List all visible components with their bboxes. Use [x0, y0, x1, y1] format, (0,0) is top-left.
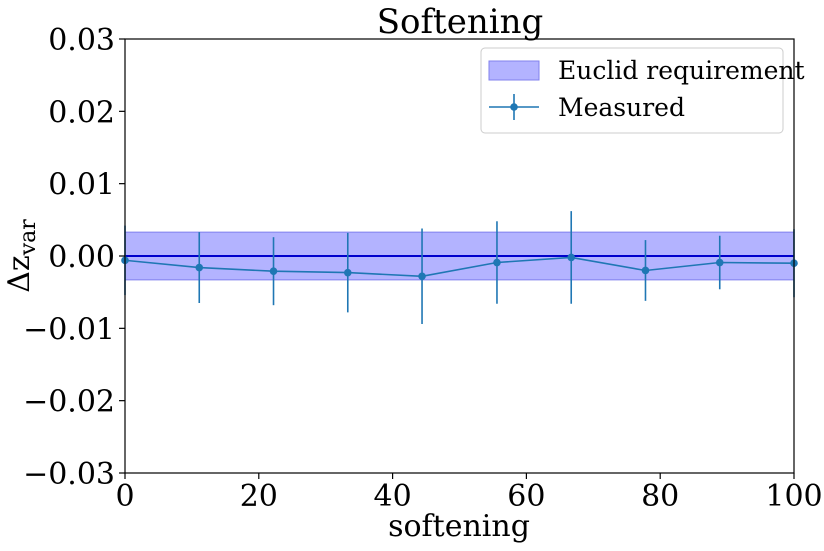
plot-area	[121, 211, 798, 324]
y-tick-label: −0.03	[23, 457, 115, 492]
data-point	[493, 258, 501, 267]
data-point	[641, 266, 650, 275]
data-point	[715, 258, 724, 267]
y-axis-label-subscript: var	[16, 219, 41, 257]
legend: Euclid requirement Measured	[480, 47, 805, 134]
x-axis-label: softening	[388, 509, 530, 544]
x-tick-label: 0	[115, 479, 134, 514]
y-tick-label: 0.03	[48, 23, 115, 58]
x-tick-label: 60	[507, 479, 545, 514]
y-axis-label-main: Δz	[2, 255, 37, 292]
y-tick-label: −0.02	[23, 385, 115, 420]
y-axis: −0.03 −0.02 −0.01 0.00 0.01 0.02 0.03	[23, 23, 125, 492]
x-tick-label: 100	[765, 479, 822, 514]
data-point	[567, 253, 576, 262]
legend-band-label: Euclid requirement	[558, 56, 805, 85]
legend-box	[480, 47, 784, 134]
legend-band-swatch	[488, 60, 540, 81]
x-tick-label: 20	[240, 479, 278, 514]
y-tick-label: 0.00	[48, 240, 115, 275]
legend-series-label: Measured	[558, 93, 685, 122]
data-point	[269, 267, 278, 275]
legend-series-marker	[510, 103, 518, 111]
chart-title: Softening	[377, 2, 544, 42]
x-axis: 0 20 40 60 80 100	[115, 473, 823, 514]
data-point	[418, 272, 426, 281]
x-tick-label: 40	[374, 479, 412, 514]
data-point	[195, 263, 204, 272]
y-tick-label: 0.01	[48, 168, 115, 203]
y-tick-label: −0.01	[23, 312, 115, 347]
series-line-0	[124, 256, 795, 278]
data-point	[343, 268, 352, 277]
y-axis-label: Δzvar	[2, 219, 41, 293]
svg-text:Δzvar: Δzvar	[2, 219, 41, 293]
x-tick-label: 80	[641, 479, 679, 514]
y-tick-label: 0.02	[48, 95, 115, 130]
